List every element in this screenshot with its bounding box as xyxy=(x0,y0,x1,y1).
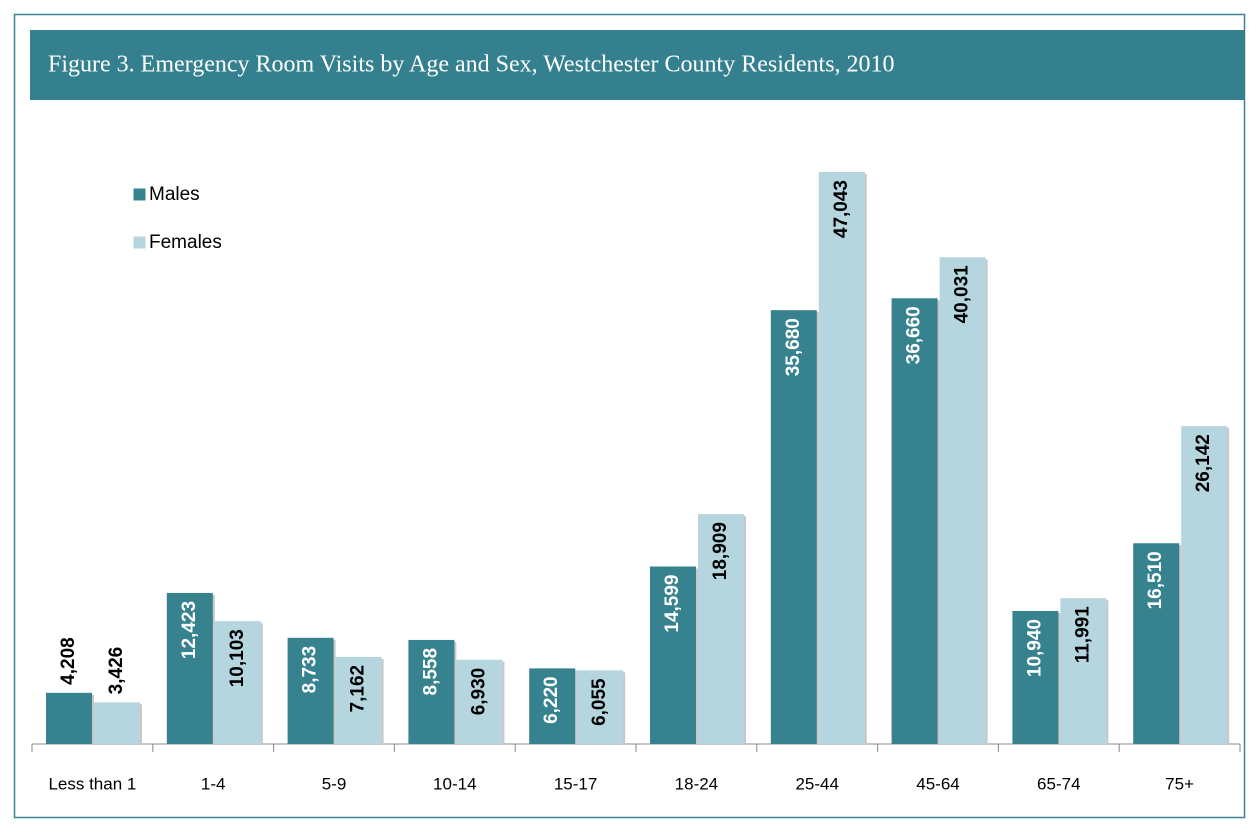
bar xyxy=(770,310,817,744)
x-tick-label: 10-14 xyxy=(433,774,476,793)
title-bar xyxy=(30,30,1245,100)
legend-swatch xyxy=(132,187,147,202)
data-label: 8,558 xyxy=(420,648,441,696)
data-label: 35,680 xyxy=(783,318,804,376)
data-label: 26,142 xyxy=(1193,434,1214,492)
bar xyxy=(818,172,865,744)
data-label: 11,991 xyxy=(1072,606,1093,663)
bar xyxy=(287,637,334,744)
bar xyxy=(529,668,576,744)
data-label: 10,103 xyxy=(227,629,248,687)
data-label: 40,031 xyxy=(952,265,973,324)
bar xyxy=(1012,610,1059,744)
data-label: 36,660 xyxy=(904,306,925,364)
bar xyxy=(456,659,503,744)
bar xyxy=(939,257,986,744)
data-label: 7,162 xyxy=(348,665,369,713)
data-label: 18,909 xyxy=(710,522,731,580)
data-label: 4,208 xyxy=(58,637,79,685)
bar xyxy=(408,639,455,744)
bar xyxy=(46,692,92,744)
bar xyxy=(1133,543,1180,744)
bar xyxy=(94,702,140,744)
bar xyxy=(891,298,938,744)
bar xyxy=(577,670,624,744)
data-label: 6,930 xyxy=(468,668,489,716)
bar xyxy=(166,592,213,744)
x-tick-label: 25-44 xyxy=(795,774,838,793)
x-tick-label: 65-74 xyxy=(1037,774,1080,793)
x-tick-label: 1-4 xyxy=(201,774,226,793)
data-label: 6,220 xyxy=(541,676,562,724)
x-tick-label: 18-24 xyxy=(675,774,718,793)
x-tick-label: 75+ xyxy=(1165,774,1194,793)
bar xyxy=(1181,426,1228,744)
data-label: 16,510 xyxy=(1145,551,1166,609)
legend-label: Males xyxy=(149,184,200,205)
x-tick-label: 45-64 xyxy=(916,774,959,793)
legend-label: Females xyxy=(149,232,222,253)
data-label: 3,426 xyxy=(106,647,127,695)
data-label: 6,055 xyxy=(589,678,610,726)
data-label: 47,043 xyxy=(831,180,852,238)
legend-swatch xyxy=(132,235,147,250)
x-tick-label: 5-9 xyxy=(322,774,347,793)
data-label: 12,423 xyxy=(179,601,200,659)
chart-title: Figure 3. Emergency Room Visits by Age a… xyxy=(48,52,895,78)
data-label: 10,940 xyxy=(1024,619,1045,677)
data-label: 8,733 xyxy=(300,646,321,694)
bar xyxy=(1060,598,1107,744)
bar xyxy=(650,566,696,744)
bar xyxy=(698,514,744,744)
bar xyxy=(214,621,261,744)
x-tick-label: 15-17 xyxy=(554,774,597,793)
data-label: 14,599 xyxy=(662,574,683,632)
x-tick-label: Less than 1 xyxy=(48,774,136,793)
bar xyxy=(335,656,382,744)
